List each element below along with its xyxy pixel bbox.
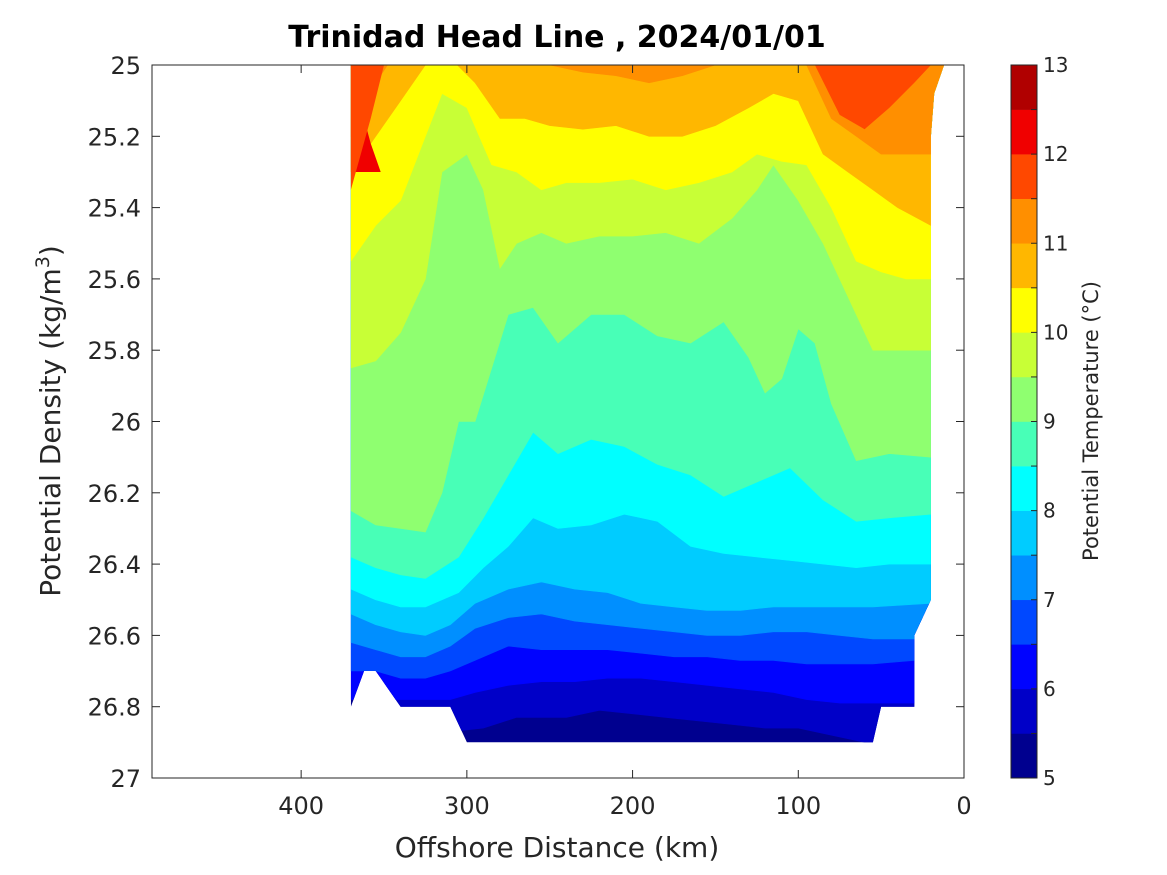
colorbar-swatch <box>1011 377 1037 422</box>
colorbar-swatch <box>1011 511 1037 556</box>
y-axis-title-suffix: ) <box>34 245 67 256</box>
x-tick-label: 300 <box>444 792 490 820</box>
contour-fill-layer <box>285 29 998 778</box>
colorbar-tick-label: 12 <box>1043 142 1068 166</box>
y-tick-label: 25.8 <box>88 337 141 365</box>
colorbar-tick-label: 11 <box>1043 231 1068 255</box>
y-tick-label: 25 <box>110 52 141 80</box>
y-tick-label: 26.2 <box>88 480 141 508</box>
colorbar-tick-label: 13 <box>1043 53 1068 77</box>
colorbar-swatch <box>1011 110 1037 155</box>
x-axis-title: Offshore Distance (km) <box>395 831 720 864</box>
chart-title: Trinidad Head Line , 2024/01/01 <box>288 20 825 55</box>
colorbar-swatch <box>1011 600 1037 645</box>
colorbar-swatch <box>1011 644 1037 689</box>
y-tick-label: 26 <box>110 409 141 437</box>
colorbar-swatch <box>1011 243 1037 288</box>
y-tick-label: 26.8 <box>88 694 141 722</box>
x-tick-label: 100 <box>775 792 821 820</box>
contour-data-region <box>285 29 998 778</box>
colorbar-tick-label: 7 <box>1043 588 1056 612</box>
colorbar-tick-label: 8 <box>1043 499 1056 523</box>
y-tick-label: 26.4 <box>88 551 141 579</box>
y-axis-title-superscript: 3 <box>32 256 54 268</box>
x-tick-label: 200 <box>610 792 656 820</box>
y-axis-title: Potential Density (kg/m3) <box>32 245 67 597</box>
y-tick-label: 26.6 <box>88 622 141 650</box>
y-tick-label: 25.6 <box>88 266 141 294</box>
y-tick-label: 25.4 <box>88 195 141 223</box>
colorbar: 5 6 7 8 9 10 11 12 13 <box>1011 53 1068 790</box>
colorbar-swatch <box>1011 332 1037 377</box>
colorbar-title: Potential Temperature (°C) <box>1079 281 1103 561</box>
colorbar-swatch <box>1011 65 1037 110</box>
colorbar-swatch <box>1011 733 1037 778</box>
y-axis-title-main: Potential Density (kg/m <box>34 268 67 597</box>
colorbar-swatch <box>1011 288 1037 333</box>
colorbar-swatch <box>1011 154 1037 199</box>
colorbar-tick-label: 5 <box>1043 766 1056 790</box>
colorbar-swatch <box>1011 422 1037 467</box>
x-tick-label: 400 <box>278 792 324 820</box>
colorbar-swatch <box>1011 555 1037 600</box>
colorbar-tick-label: 9 <box>1043 410 1056 434</box>
colorbar-swatch <box>1011 689 1037 734</box>
y-tick-label: 27 <box>110 765 141 793</box>
colorbar-tick-label: 10 <box>1043 320 1068 344</box>
colorbar-swatch <box>1011 466 1037 511</box>
x-tick-label: 0 <box>956 792 971 820</box>
y-tick-label: 25.2 <box>88 123 141 151</box>
colorbar-swatch <box>1011 199 1037 244</box>
colorbar-tick-label: 6 <box>1043 677 1056 701</box>
